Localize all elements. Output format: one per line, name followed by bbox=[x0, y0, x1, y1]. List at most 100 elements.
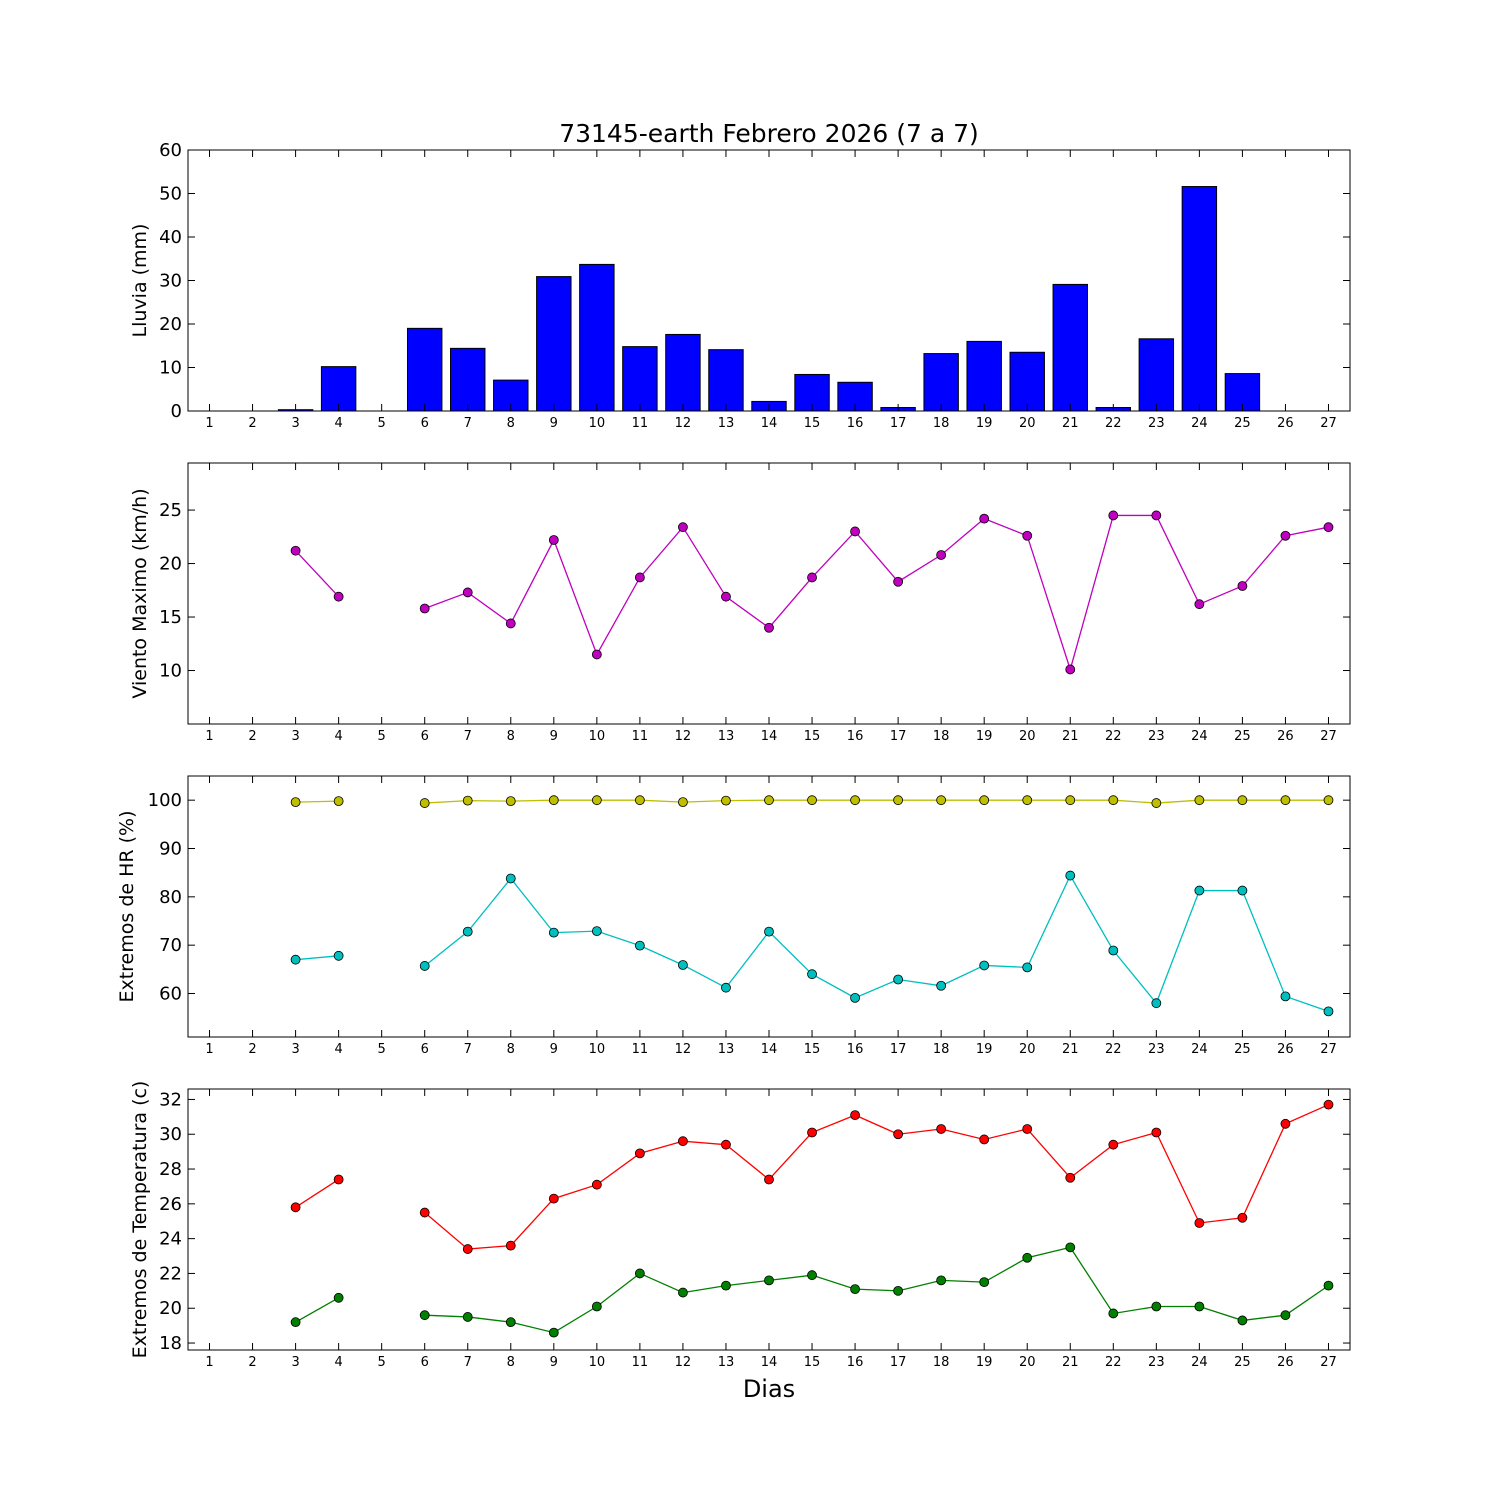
xtick-label: 10 bbox=[589, 1355, 606, 1370]
series-1-point-day-24 bbox=[1194, 599, 1205, 610]
series-1-point-day-24 bbox=[1194, 795, 1205, 806]
xtick-label: 5 bbox=[378, 1355, 386, 1370]
series-1-point-day-4 bbox=[333, 796, 344, 807]
xtick-label: 7 bbox=[464, 729, 472, 744]
xtick-label: 19 bbox=[976, 1042, 993, 1057]
series-1-point-day-7 bbox=[462, 1244, 473, 1254]
ytick-label: 26 bbox=[159, 1194, 182, 1215]
xtick-label: 20 bbox=[1019, 1042, 1036, 1057]
xtick-label: 8 bbox=[507, 729, 515, 744]
ytick-label: 20 bbox=[159, 554, 182, 575]
xtick-label: 5 bbox=[378, 729, 386, 744]
ytick-label: 0 bbox=[171, 401, 182, 422]
ytick-label: 22 bbox=[159, 1263, 182, 1284]
series-2-point-day-15 bbox=[807, 1270, 817, 1281]
series-2-point-day-8 bbox=[505, 873, 516, 884]
xtick-label: 13 bbox=[718, 729, 735, 744]
series-1-point-day-11 bbox=[634, 1148, 645, 1159]
xtick-label: 11 bbox=[632, 729, 649, 744]
xtick-label: 24 bbox=[1191, 1355, 1208, 1370]
xtick-label: 9 bbox=[550, 729, 558, 744]
series-2-point-day-9 bbox=[548, 927, 559, 938]
series-1-point-day-21 bbox=[1065, 795, 1076, 806]
series-1-point-day-21 bbox=[1065, 664, 1076, 675]
xtick-label: 18 bbox=[933, 729, 950, 744]
xtick-label: 12 bbox=[675, 416, 692, 431]
xtick-label: 10 bbox=[589, 729, 606, 744]
xtick-label: 9 bbox=[550, 416, 558, 431]
xtick-label: 3 bbox=[291, 729, 299, 744]
xtick-label: 12 bbox=[675, 729, 692, 744]
series-1-point-day-18 bbox=[936, 795, 947, 806]
xtick-label: 25 bbox=[1234, 1355, 1251, 1370]
series-2-point-day-12 bbox=[678, 1287, 688, 1298]
series-1-point-day-13 bbox=[721, 795, 731, 806]
xtick-label: 22 bbox=[1105, 1355, 1122, 1370]
series-2-point-day-22 bbox=[1108, 945, 1119, 956]
xtick-label: 24 bbox=[1191, 1042, 1208, 1057]
series-2-point-day-20 bbox=[1022, 962, 1033, 973]
bar-day-4 bbox=[320, 366, 357, 412]
bar-day-19 bbox=[966, 340, 1002, 412]
bar-day-21 bbox=[1052, 283, 1088, 412]
series-2-point-day-9 bbox=[548, 1327, 559, 1338]
xtick-label: 22 bbox=[1105, 416, 1122, 431]
xtick-label: 7 bbox=[464, 1355, 472, 1370]
xtick-label: 11 bbox=[632, 416, 649, 431]
xtick-label: 1 bbox=[205, 1042, 213, 1057]
xtick-label: 25 bbox=[1234, 1042, 1251, 1057]
ytick-label: 80 bbox=[159, 887, 182, 908]
xtick-label: 17 bbox=[890, 1042, 907, 1057]
series-1-point-day-4 bbox=[333, 1174, 344, 1185]
xtick-label: 2 bbox=[248, 1042, 256, 1057]
xtick-label: 17 bbox=[890, 416, 907, 431]
series-1-point-day-3 bbox=[290, 545, 301, 556]
ytick-label: 50 bbox=[159, 184, 182, 205]
xtick-label: 16 bbox=[847, 1042, 864, 1057]
series-1-point-day-16 bbox=[850, 795, 860, 806]
series-1-point-day-20 bbox=[1022, 1124, 1033, 1134]
xtick-label: 13 bbox=[718, 416, 735, 431]
series-2-point-day-25 bbox=[1237, 1315, 1248, 1326]
series-1-point-day-20 bbox=[1022, 795, 1033, 806]
xtick-label: 14 bbox=[761, 729, 778, 744]
bar-day-23 bbox=[1138, 338, 1175, 412]
series-2-point-day-27 bbox=[1323, 1280, 1334, 1291]
xtick-label: 5 bbox=[378, 1042, 386, 1057]
series-2-point-day-26 bbox=[1280, 1310, 1291, 1321]
series-1-point-day-9 bbox=[548, 535, 559, 545]
series-2-point-day-19 bbox=[979, 960, 990, 971]
series-2-point-day-11 bbox=[634, 940, 645, 951]
series-1-point-day-15 bbox=[807, 1127, 817, 1138]
xtick-label: 19 bbox=[976, 729, 993, 744]
series-2-point-day-4 bbox=[333, 950, 344, 961]
xtick-label: 15 bbox=[804, 1355, 821, 1370]
xtick-label: 8 bbox=[507, 1042, 515, 1057]
ytick-label: 15 bbox=[159, 607, 182, 628]
xtick-label: 27 bbox=[1320, 729, 1337, 744]
ytick-label: 20 bbox=[159, 1298, 182, 1319]
ytick-label: 70 bbox=[159, 935, 182, 956]
series-2-point-day-14 bbox=[764, 1275, 774, 1286]
bar-day-10 bbox=[579, 263, 615, 412]
xtick-label: 20 bbox=[1019, 416, 1036, 431]
series-2-point-day-11 bbox=[634, 1268, 645, 1279]
xtick-label: 26 bbox=[1277, 1355, 1294, 1370]
ytick-label: 30 bbox=[159, 1124, 182, 1145]
xtick-label: 4 bbox=[334, 1042, 342, 1057]
series-2-point-day-6 bbox=[419, 1310, 430, 1321]
xtick-label: 16 bbox=[847, 729, 864, 744]
series-2-point-day-15 bbox=[807, 969, 817, 980]
series-2-point-day-7 bbox=[462, 1312, 473, 1322]
xtick-label: 23 bbox=[1148, 729, 1165, 744]
series-1-point-day-21 bbox=[1065, 1172, 1076, 1183]
series-1-line bbox=[295, 1178, 339, 1208]
xtick-label: 25 bbox=[1234, 416, 1251, 431]
xtick-label: 7 bbox=[464, 1042, 472, 1057]
xtick-label: 25 bbox=[1234, 729, 1251, 744]
series-1-point-day-6 bbox=[419, 1207, 430, 1218]
xtick-label: 4 bbox=[334, 729, 342, 744]
xtick-label: 9 bbox=[550, 1355, 558, 1370]
xtick-label: 15 bbox=[804, 416, 821, 431]
series-1-point-day-12 bbox=[678, 522, 688, 533]
